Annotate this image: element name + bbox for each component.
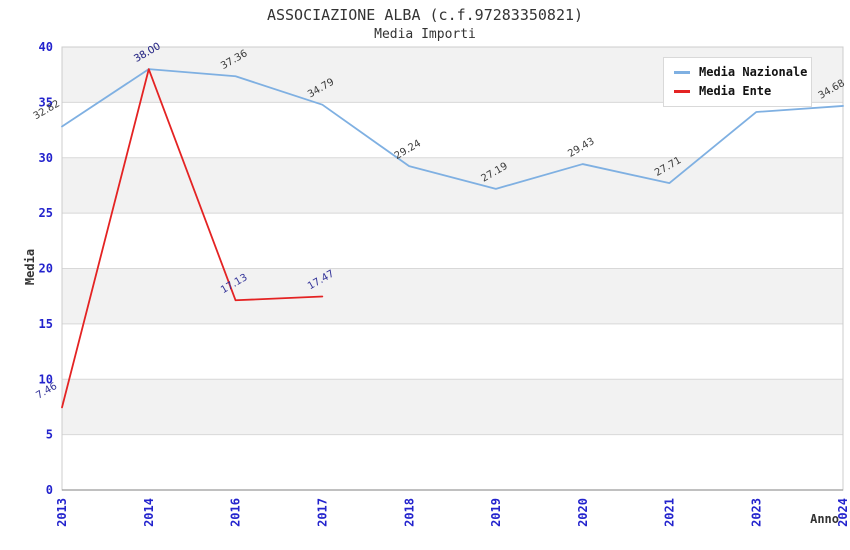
x-tick-label: 2021	[663, 498, 677, 527]
legend-swatch-1	[674, 89, 690, 93]
chart-subtitle: Media Importi	[374, 27, 476, 42]
x-tick-label: 2024	[836, 498, 850, 527]
legend-item-media-ente: Media Ente	[674, 84, 801, 98]
y-tick-label: 40	[39, 40, 53, 54]
chart-title: ASSOCIAZIONE ALBA (c.f.97283350821)	[266, 6, 584, 24]
legend: Media Nazionale Media Ente	[663, 57, 812, 107]
x-tick-label: 2016	[229, 498, 243, 527]
plot-band	[62, 157, 843, 214]
legend-label: Media Ente	[699, 84, 772, 98]
x-tick-label: 2023	[749, 498, 763, 527]
x-tick-label: 2014	[142, 498, 156, 527]
plot-band	[62, 268, 843, 324]
plot-band	[62, 434, 843, 490]
legend-swatch-0	[674, 70, 690, 74]
y-tick-label: 35	[39, 95, 53, 109]
x-tick-label: 2013	[55, 498, 69, 527]
x-tick-label: 2019	[489, 498, 503, 527]
x-axis-title: Anno	[810, 512, 839, 526]
y-tick-label: 15	[39, 317, 53, 331]
x-tick-label: 2017	[316, 498, 330, 527]
y-tick-label: 10	[39, 372, 53, 386]
series-line-media-nazionale	[61, 68, 844, 190]
y-tick-label: 20	[39, 262, 53, 276]
y-tick-label: 0	[46, 483, 53, 497]
x-tick-label: 2020	[576, 498, 590, 527]
y-tick-label: 5	[46, 428, 53, 442]
y-axis-title: Media	[23, 248, 37, 286]
series-line-media-ente	[61, 68, 324, 409]
y-tick-label: 30	[39, 151, 53, 165]
plot-band	[62, 323, 843, 380]
plot-band	[62, 213, 843, 269]
y-tick-label: 25	[39, 206, 53, 220]
x-tick-label: 2018	[402, 498, 416, 527]
legend-item-media-nazionale: Media Nazionale	[674, 65, 807, 79]
plot-band	[62, 379, 843, 435]
legend-label: Media Nazionale	[699, 65, 808, 79]
